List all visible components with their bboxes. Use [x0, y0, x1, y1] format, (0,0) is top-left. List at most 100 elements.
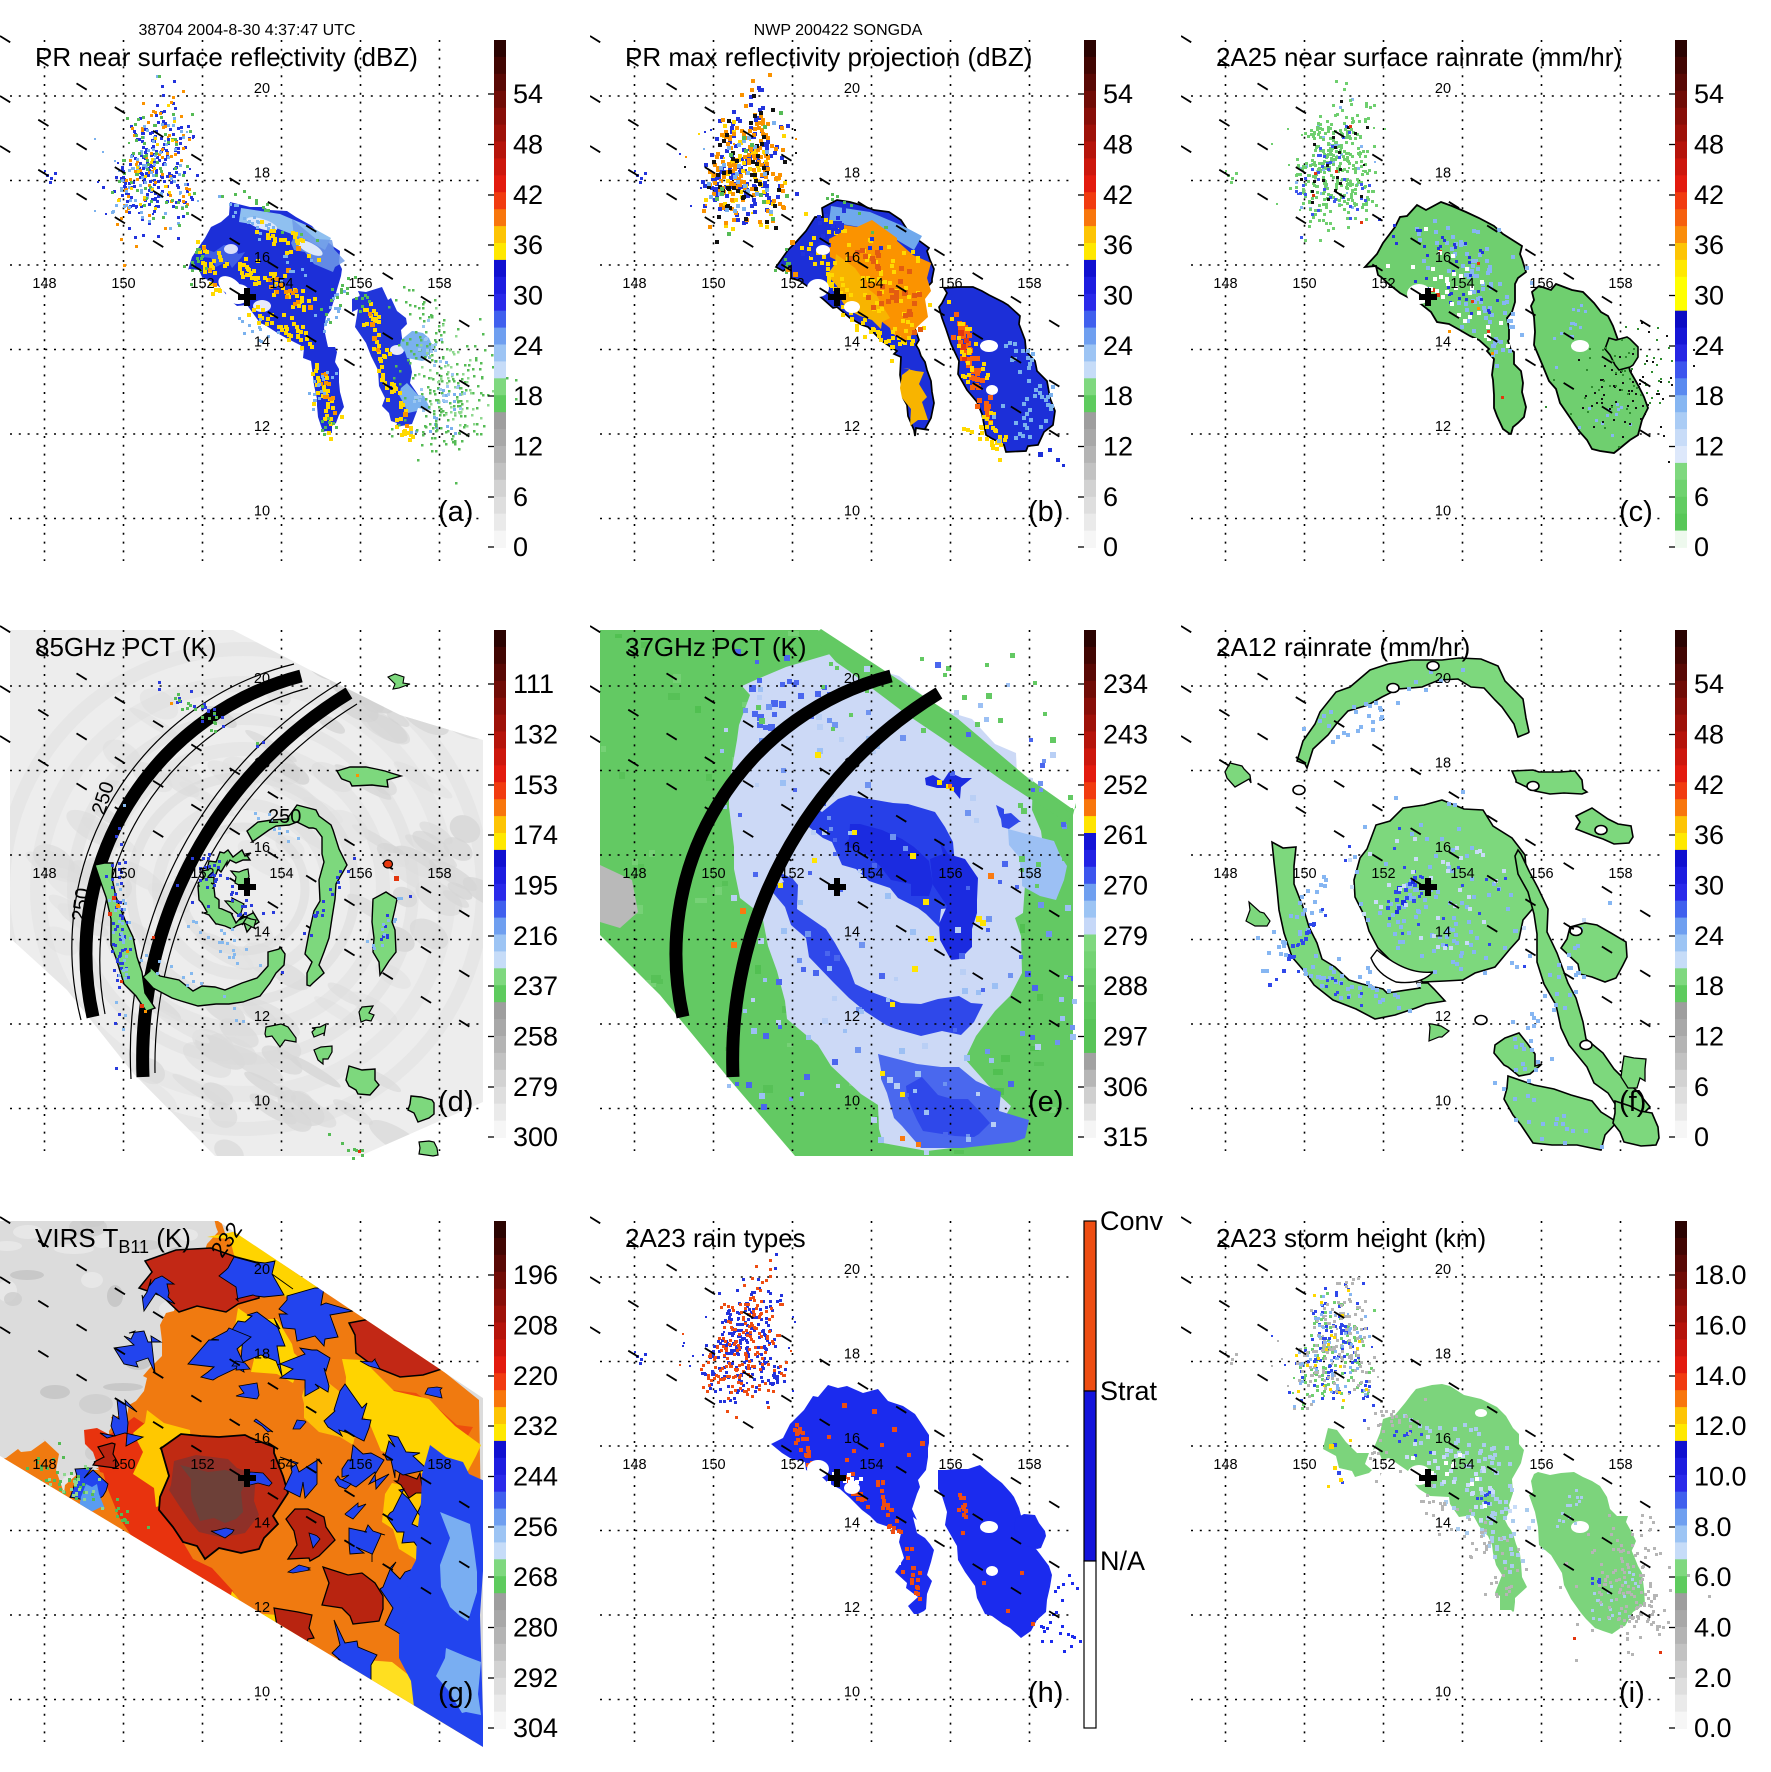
svg-text:243: 243 [1103, 720, 1148, 750]
svg-text:2A12 rainrate (mm/hr): 2A12 rainrate (mm/hr) [1216, 632, 1470, 662]
svg-text:12: 12 [254, 1600, 270, 1616]
svg-text:12: 12 [1694, 432, 1724, 462]
svg-text:18: 18 [844, 166, 860, 182]
svg-text:20: 20 [844, 671, 860, 687]
svg-text:152: 152 [1371, 276, 1395, 292]
svg-text:Strat: Strat [1100, 1376, 1158, 1406]
svg-text:300: 300 [513, 1122, 558, 1152]
svg-text:148: 148 [1213, 276, 1237, 292]
svg-text:156: 156 [938, 866, 962, 882]
svg-text:6.0: 6.0 [1694, 1562, 1732, 1592]
svg-text:196: 196 [513, 1260, 558, 1290]
svg-text:(a): (a) [438, 496, 473, 528]
svg-text:48: 48 [513, 130, 543, 160]
svg-text:6: 6 [1694, 482, 1709, 512]
svg-text:250: 250 [68, 887, 94, 923]
svg-text:152: 152 [780, 276, 804, 292]
svg-text:8.0: 8.0 [1694, 1512, 1732, 1542]
svg-text:234: 234 [1103, 669, 1148, 699]
svg-text:208: 208 [513, 1311, 558, 1341]
svg-text:150: 150 [1292, 1457, 1316, 1473]
svg-text:48: 48 [1694, 130, 1724, 160]
svg-text:10: 10 [254, 504, 270, 520]
svg-text:14: 14 [254, 1516, 270, 1532]
svg-text:148: 148 [1213, 1457, 1237, 1473]
svg-text:158: 158 [1608, 866, 1632, 882]
svg-text:14: 14 [844, 925, 860, 941]
svg-text:156: 156 [1529, 866, 1553, 882]
svg-text:(f): (f) [1619, 1086, 1646, 1118]
svg-text:12: 12 [1435, 419, 1451, 435]
svg-text:N/A: N/A [1100, 1546, 1145, 1576]
svg-text:154: 154 [269, 1457, 293, 1473]
svg-text:Conv: Conv [1100, 1206, 1164, 1236]
svg-text:12: 12 [844, 419, 860, 435]
svg-text:30: 30 [1694, 871, 1724, 901]
svg-text:36: 36 [1694, 230, 1724, 260]
svg-text:20: 20 [254, 1262, 270, 1278]
svg-text:38704 2004-8-30 4:37:47 UTC: 38704 2004-8-30 4:37:47 UTC [138, 22, 355, 39]
svg-text:297: 297 [1103, 1022, 1148, 1052]
svg-text:12: 12 [254, 419, 270, 435]
svg-text:158: 158 [1017, 276, 1041, 292]
svg-text:0: 0 [1103, 532, 1118, 562]
svg-text:148: 148 [622, 866, 646, 882]
svg-text:18: 18 [844, 1347, 860, 1363]
svg-text:14: 14 [254, 335, 270, 351]
svg-text:24: 24 [1694, 331, 1724, 361]
svg-text:54: 54 [1103, 79, 1133, 109]
svg-text:2A23 rain types: 2A23 rain types [625, 1223, 806, 1253]
svg-text:12.0: 12.0 [1694, 1411, 1747, 1441]
svg-text:18: 18 [1694, 381, 1724, 411]
svg-text:152: 152 [1371, 1457, 1395, 1473]
svg-text:292: 292 [513, 1663, 558, 1693]
svg-text:156: 156 [348, 276, 372, 292]
svg-text:152: 152 [780, 1457, 804, 1473]
svg-text:10: 10 [254, 1685, 270, 1701]
svg-text:54: 54 [513, 79, 543, 109]
svg-text:279: 279 [513, 1072, 558, 1102]
svg-text:12: 12 [844, 1009, 860, 1025]
svg-text:12: 12 [1694, 1022, 1724, 1052]
svg-text:154: 154 [859, 276, 883, 292]
svg-text:20: 20 [1435, 81, 1451, 97]
svg-text:18: 18 [844, 756, 860, 772]
svg-text:154: 154 [1450, 1457, 1474, 1473]
svg-text:158: 158 [427, 1457, 451, 1473]
svg-text:42: 42 [1694, 180, 1724, 210]
svg-text:14.0: 14.0 [1694, 1361, 1747, 1391]
svg-text:315: 315 [1103, 1122, 1148, 1152]
svg-text:158: 158 [1608, 276, 1632, 292]
svg-text:10: 10 [1435, 1094, 1451, 1110]
svg-text:152: 152 [190, 276, 214, 292]
svg-text:148: 148 [32, 866, 56, 882]
svg-text:220: 220 [513, 1361, 558, 1391]
svg-text:(c): (c) [1619, 496, 1653, 528]
svg-text:256: 256 [513, 1512, 558, 1542]
svg-text:18.0: 18.0 [1694, 1260, 1747, 1290]
svg-text:154: 154 [269, 276, 293, 292]
svg-text:12: 12 [513, 432, 543, 462]
svg-text:12: 12 [1103, 432, 1133, 462]
svg-text:18: 18 [513, 381, 543, 411]
svg-text:153: 153 [513, 770, 558, 800]
svg-text:280: 280 [513, 1613, 558, 1643]
svg-text:154: 154 [859, 866, 883, 882]
svg-text:10: 10 [844, 1094, 860, 1110]
svg-text:216: 216 [513, 921, 558, 951]
svg-text:18: 18 [1694, 971, 1724, 1001]
svg-text:156: 156 [1529, 1457, 1553, 1473]
svg-text:150: 150 [111, 866, 135, 882]
svg-text:158: 158 [427, 276, 451, 292]
svg-text:14: 14 [1435, 335, 1451, 351]
svg-text:150: 150 [1292, 866, 1316, 882]
svg-text:2A23 storm height (km): 2A23 storm height (km) [1216, 1223, 1486, 1253]
svg-text:148: 148 [32, 1457, 56, 1473]
svg-text:16: 16 [1435, 250, 1451, 266]
svg-text:12: 12 [844, 1600, 860, 1616]
svg-text:244: 244 [513, 1462, 558, 1492]
svg-text:16: 16 [254, 840, 270, 856]
svg-text:0: 0 [513, 532, 528, 562]
svg-text:156: 156 [938, 1457, 962, 1473]
svg-text:VIRS TB11 (K): VIRS TB11 (K) [35, 1223, 191, 1257]
